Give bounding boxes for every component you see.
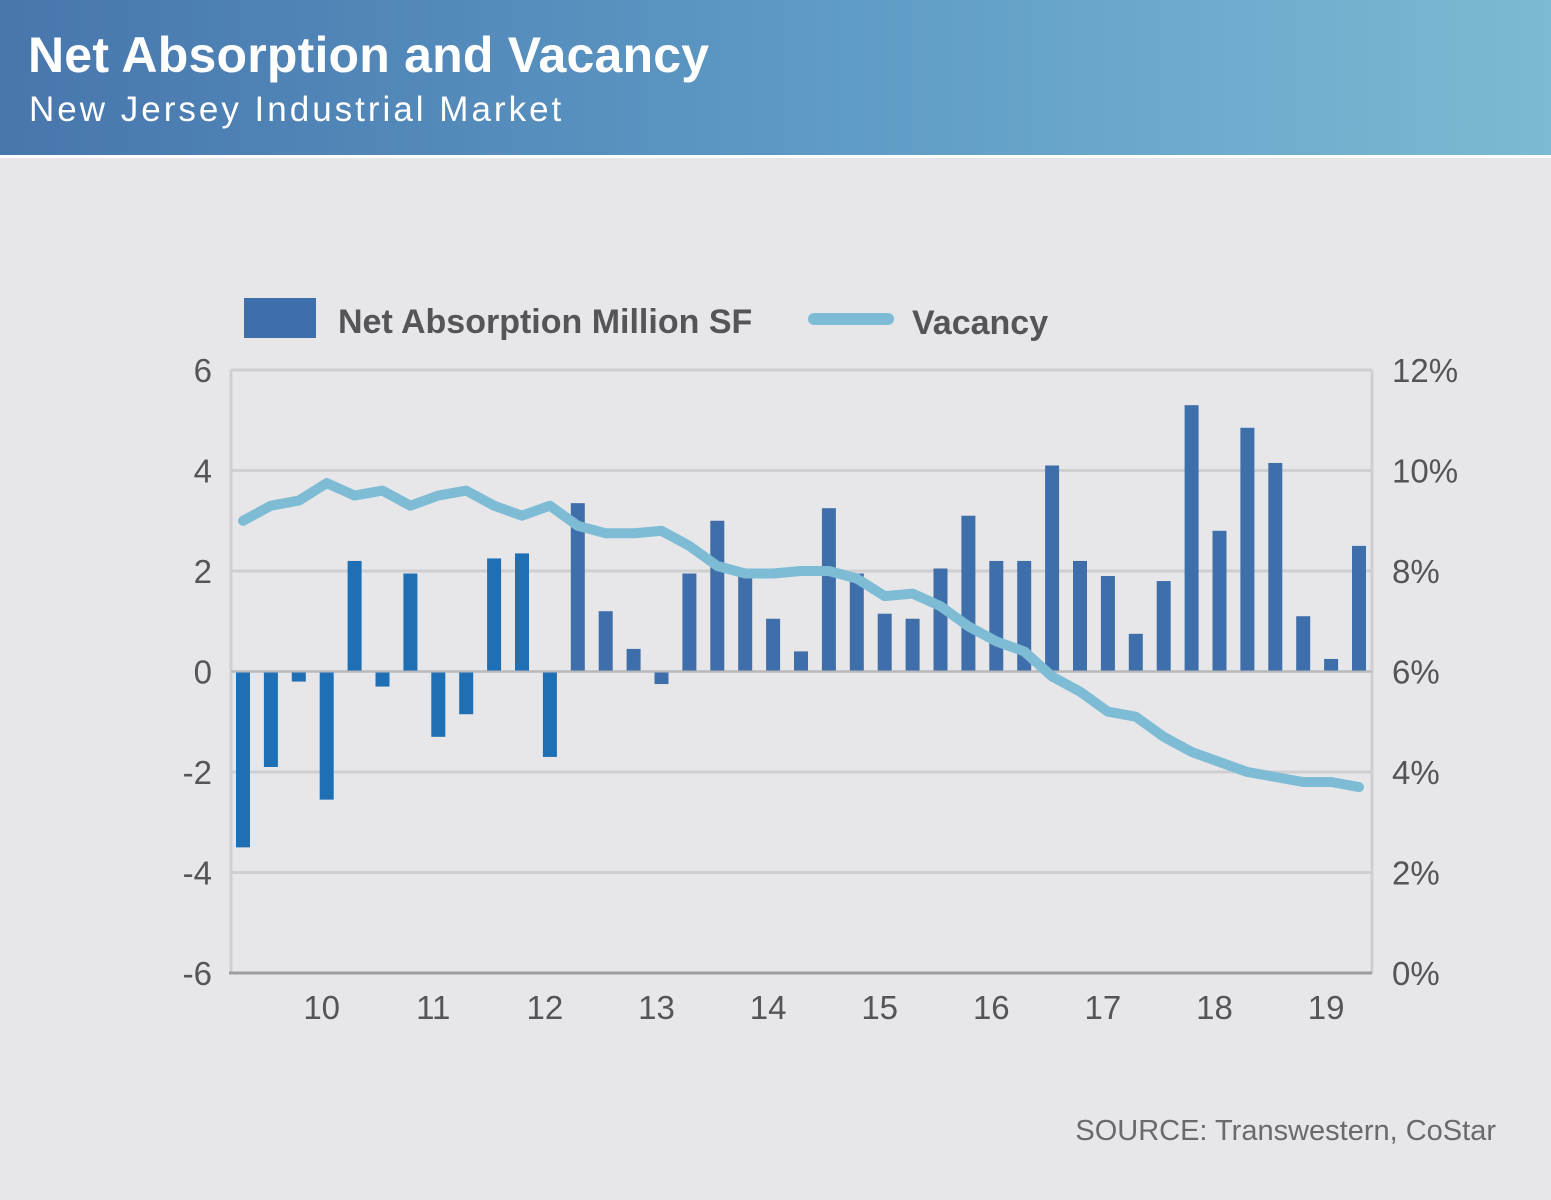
x-tick-label: 13 xyxy=(638,989,675,1026)
y-right-tick-label: 2% xyxy=(1392,855,1440,892)
y-right-tick-label: 12% xyxy=(1392,352,1458,389)
absorption-bar xyxy=(1156,581,1171,672)
absorption-bar xyxy=(933,568,948,672)
absorption-bar xyxy=(598,611,613,672)
x-tick-label: 11 xyxy=(416,989,450,1026)
x-tick-label: 16 xyxy=(973,989,1010,1026)
absorption-bar xyxy=(626,648,641,672)
absorption-bar xyxy=(375,671,390,687)
absorption-bar xyxy=(347,560,362,672)
y-right-tick-label: 8% xyxy=(1392,553,1440,590)
header-rule xyxy=(0,155,1551,158)
y-left-tick-label: 0 xyxy=(194,654,212,691)
absorption-bar xyxy=(738,573,753,672)
x-tick-label: 10 xyxy=(303,989,340,1026)
absorption-bar xyxy=(542,671,557,757)
absorption-bar xyxy=(431,671,446,737)
absorption-bar xyxy=(821,508,836,672)
y-right-tick-label: 10% xyxy=(1392,453,1458,490)
absorption-bar xyxy=(905,618,920,672)
absorption-bar xyxy=(487,558,502,672)
legend: Net Absorption Million SF Vacancy xyxy=(244,298,1048,342)
vacancy-series xyxy=(238,478,1364,793)
absorption-bar xyxy=(682,573,697,672)
x-tick-label: 17 xyxy=(1085,989,1122,1026)
y-left-tick-label: 6 xyxy=(194,352,212,389)
header-banner xyxy=(0,0,1551,155)
absorption-bar xyxy=(515,553,529,672)
absorption-bar xyxy=(570,503,585,672)
y-right-tick-label: 6% xyxy=(1392,654,1440,691)
x-tick-label: 19 xyxy=(1308,989,1345,1026)
absorption-bar xyxy=(1184,405,1199,672)
absorption-bar xyxy=(794,651,808,672)
absorption-bar xyxy=(1352,545,1366,672)
y-right-tick-label: 0% xyxy=(1392,955,1440,992)
y-left-tick-label: -2 xyxy=(183,754,212,791)
absorption-bar xyxy=(961,515,976,672)
axes xyxy=(229,370,1374,975)
absorption-bar xyxy=(1324,658,1339,672)
absorption-bar xyxy=(877,613,892,672)
x-tick-label: 18 xyxy=(1196,989,1233,1026)
absorption-bar xyxy=(403,573,418,672)
absorption-bar xyxy=(849,573,864,672)
page-subtitle: New Jersey Industrial Market xyxy=(29,90,565,129)
y-left-tick-label: 4 xyxy=(194,453,212,490)
bar-series xyxy=(236,405,1366,848)
legend-bar-swatch xyxy=(244,298,316,338)
legend-line-label: Vacancy xyxy=(912,304,1048,342)
source-note: SOURCE: Transwestern, CoStar xyxy=(1075,1115,1496,1147)
axis-labels: 6 4 2 0 -2 -4 -6 12% 10% 8% 6% 4% 2% 0% 10 11 12 13 14 15 16… xyxy=(183,352,1458,1026)
absorption-bar xyxy=(236,671,250,848)
y-left-tick-label: 2 xyxy=(194,553,212,590)
vacancy-line xyxy=(238,478,1364,793)
absorption-bar xyxy=(1017,560,1032,672)
absorption-bar xyxy=(291,671,306,682)
y-left-tick-label: -6 xyxy=(183,955,212,992)
absorption-bar xyxy=(766,618,781,672)
absorption-bar xyxy=(459,671,474,715)
legend-bar-label: Net Absorption Million SF xyxy=(338,303,752,341)
x-tick-label: 14 xyxy=(750,989,787,1026)
absorption-bar xyxy=(1128,633,1143,672)
x-tick-label: 12 xyxy=(527,989,564,1026)
absorption-bar xyxy=(1240,427,1255,672)
absorption-bar xyxy=(710,520,725,672)
absorption-bar xyxy=(1296,616,1311,672)
x-tick-label: 15 xyxy=(861,989,898,1026)
absorption-bar xyxy=(319,671,334,800)
absorption-bar xyxy=(654,671,669,685)
absorption-bar xyxy=(1073,560,1087,672)
y-right-tick-label: 4% xyxy=(1392,754,1440,791)
absorption-bar xyxy=(263,671,278,767)
page-title: Net Absorption and Vacancy xyxy=(28,27,710,83)
y-left-tick-label: -4 xyxy=(183,855,212,892)
absorption-bar xyxy=(989,560,1004,672)
absorption-bar xyxy=(1045,465,1060,672)
absorption-bar xyxy=(1100,576,1115,672)
absorption-bar xyxy=(1268,462,1283,672)
absorption-bar xyxy=(1212,530,1227,672)
